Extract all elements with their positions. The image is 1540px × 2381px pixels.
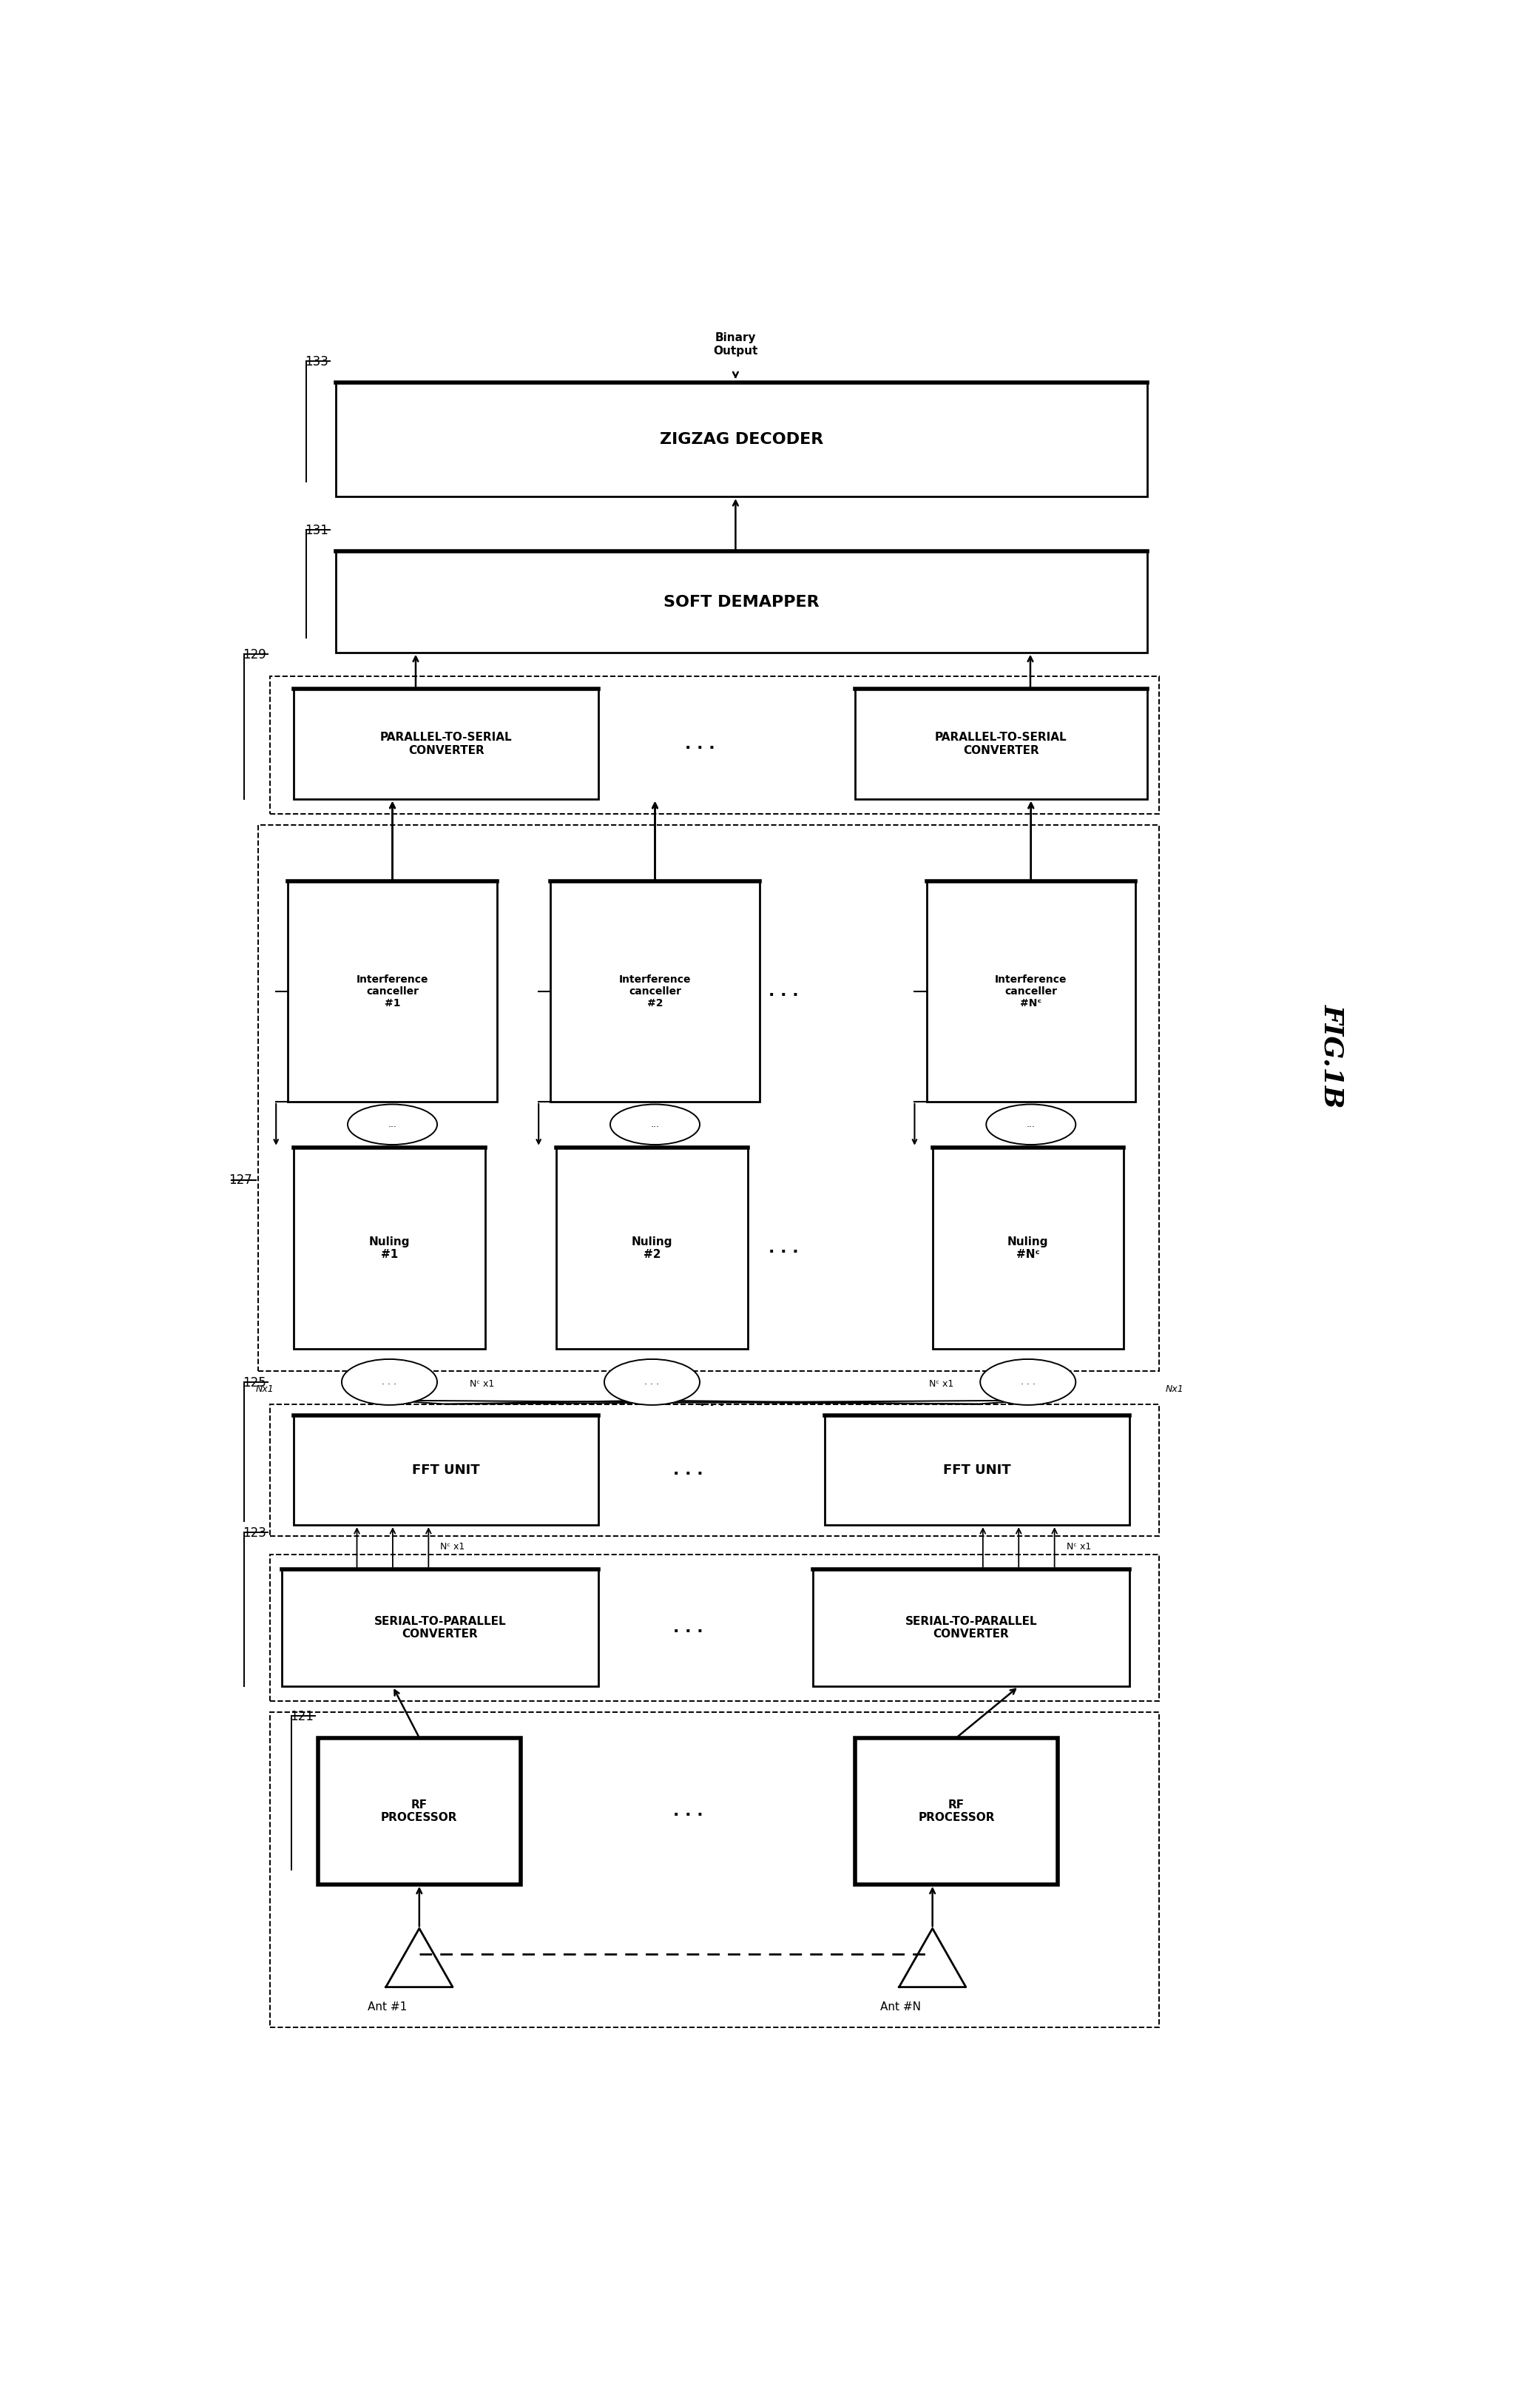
Text: . . .: . . . bbox=[768, 1241, 798, 1255]
Text: . . .: . . . bbox=[699, 1395, 724, 1410]
Bar bbox=[259, 824, 1160, 1371]
Text: RF
PROCESSOR: RF PROCESSOR bbox=[380, 1800, 457, 1824]
Text: . . .: . . . bbox=[768, 983, 798, 1000]
Text: Nuling
#Nᶜ: Nuling #Nᶜ bbox=[1007, 1236, 1049, 1260]
Bar bbox=[269, 1555, 1160, 1700]
Ellipse shape bbox=[348, 1105, 437, 1145]
Text: FIG.1B: FIG.1B bbox=[1320, 1005, 1344, 1107]
Text: ...: ... bbox=[650, 1119, 659, 1129]
Text: Nuling
#2: Nuling #2 bbox=[631, 1236, 673, 1260]
Text: PARALLEL-TO-SERIAL
CONVERTER: PARALLEL-TO-SERIAL CONVERTER bbox=[935, 731, 1067, 757]
Text: 125: 125 bbox=[243, 1376, 266, 1391]
Text: Interference
canceller
#2: Interference canceller #2 bbox=[619, 974, 691, 1010]
Text: SERIAL-TO-PARALLEL
CONVERTER: SERIAL-TO-PARALLEL CONVERTER bbox=[906, 1617, 1038, 1641]
Text: Binary
Output: Binary Output bbox=[713, 333, 758, 357]
Text: Nuling
#1: Nuling #1 bbox=[370, 1236, 410, 1260]
Text: . . .: . . . bbox=[673, 1621, 702, 1636]
Bar bbox=[813, 1569, 1129, 1686]
Bar bbox=[855, 688, 1147, 800]
Bar bbox=[825, 1414, 1129, 1526]
Ellipse shape bbox=[604, 1360, 699, 1405]
Bar bbox=[556, 1148, 747, 1350]
Text: 123: 123 bbox=[243, 1526, 266, 1541]
Text: ZIGZAG DECODER: ZIGZAG DECODER bbox=[659, 433, 824, 448]
Text: . . .: . . . bbox=[382, 1376, 397, 1386]
Text: FFT UNIT: FFT UNIT bbox=[944, 1464, 1012, 1476]
Ellipse shape bbox=[979, 1360, 1075, 1405]
Text: ...: ... bbox=[388, 1119, 397, 1129]
Bar bbox=[932, 1148, 1123, 1350]
Text: Nx1: Nx1 bbox=[256, 1386, 274, 1395]
Text: 131: 131 bbox=[305, 524, 328, 536]
Text: SOFT DEMAPPER: SOFT DEMAPPER bbox=[664, 595, 819, 610]
Bar bbox=[336, 383, 1147, 498]
Bar bbox=[551, 881, 759, 1102]
Bar bbox=[317, 1738, 521, 1883]
Ellipse shape bbox=[342, 1360, 437, 1405]
Text: Nᶜ x1: Nᶜ x1 bbox=[440, 1543, 465, 1552]
Text: Interference
canceller
#1: Interference canceller #1 bbox=[356, 974, 428, 1010]
Bar bbox=[294, 1148, 485, 1350]
Text: Interference
canceller
#Nᶜ: Interference canceller #Nᶜ bbox=[995, 974, 1067, 1010]
Text: RF
PROCESSOR: RF PROCESSOR bbox=[918, 1800, 995, 1824]
Text: . . .: . . . bbox=[685, 736, 715, 752]
Text: FFT UNIT: FFT UNIT bbox=[413, 1464, 480, 1476]
Text: . . .: . . . bbox=[645, 1376, 659, 1386]
Text: 129: 129 bbox=[243, 648, 266, 662]
Text: ...: ... bbox=[1027, 1119, 1035, 1129]
Text: 127: 127 bbox=[228, 1174, 251, 1186]
Text: Nᶜ x1: Nᶜ x1 bbox=[470, 1379, 494, 1388]
Text: Ant #1: Ant #1 bbox=[368, 2002, 407, 2012]
Text: . . .: . . . bbox=[1021, 1376, 1035, 1386]
Ellipse shape bbox=[610, 1105, 699, 1145]
Text: Nᶜ x1: Nᶜ x1 bbox=[1066, 1543, 1090, 1552]
Text: . . .: . . . bbox=[673, 1805, 702, 1819]
Bar bbox=[269, 1405, 1160, 1536]
Bar bbox=[336, 552, 1147, 652]
Text: PARALLEL-TO-SERIAL
CONVERTER: PARALLEL-TO-SERIAL CONVERTER bbox=[380, 731, 513, 757]
Bar bbox=[927, 881, 1135, 1102]
Text: . . .: . . . bbox=[673, 1462, 702, 1479]
Bar bbox=[269, 676, 1160, 814]
Bar bbox=[282, 1569, 598, 1686]
Bar bbox=[288, 881, 497, 1102]
Ellipse shape bbox=[986, 1105, 1075, 1145]
Text: Nᶜ x1: Nᶜ x1 bbox=[929, 1379, 953, 1388]
Bar bbox=[269, 1712, 1160, 2029]
Text: Ant #N: Ant #N bbox=[879, 2002, 921, 2012]
Text: 133: 133 bbox=[305, 355, 328, 369]
Bar bbox=[294, 1414, 598, 1526]
Bar bbox=[294, 688, 598, 800]
Text: 121: 121 bbox=[291, 1710, 314, 1724]
Text: Nx1: Nx1 bbox=[1166, 1386, 1184, 1395]
Bar bbox=[855, 1738, 1058, 1883]
Text: SERIAL-TO-PARALLEL
CONVERTER: SERIAL-TO-PARALLEL CONVERTER bbox=[374, 1617, 507, 1641]
